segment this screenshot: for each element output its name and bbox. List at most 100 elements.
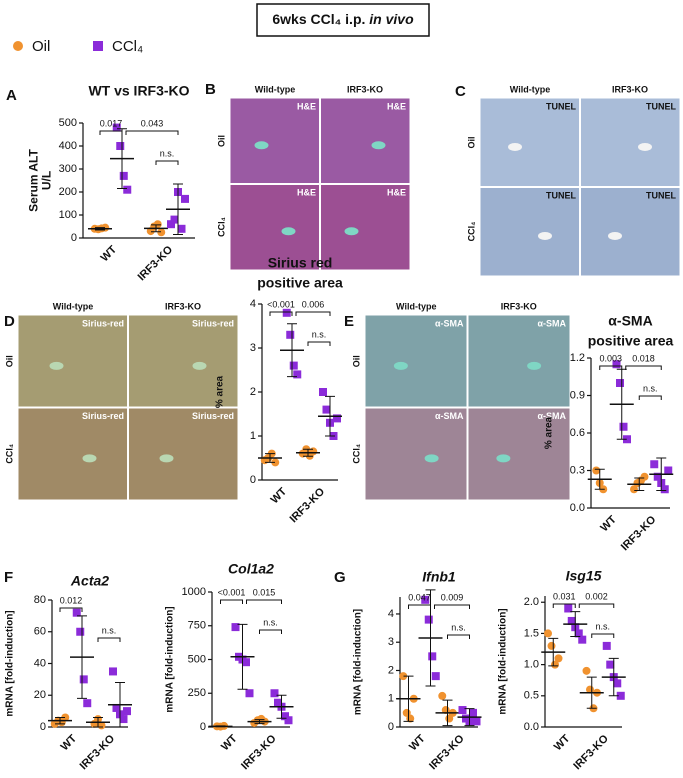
micrograph-label: α-SMA <box>537 411 566 421</box>
x-tick-label: IRF3-KO <box>619 513 659 553</box>
p-value: 0.015 <box>253 587 276 597</box>
y-tick-label: 500 <box>188 653 206 665</box>
data-point <box>619 422 628 431</box>
p-value: 0.043 <box>141 118 164 128</box>
significance-bracket <box>295 311 331 316</box>
header: 6wks CCl₄ i.p. in vivo <box>272 11 414 27</box>
data-point <box>616 379 624 387</box>
data-point <box>83 699 92 708</box>
micrograph-label: H&E <box>297 101 316 111</box>
micrograph <box>365 315 467 407</box>
y-tick-label: 0.6 <box>570 427 585 439</box>
error-bar <box>442 699 453 727</box>
data-point <box>578 635 587 644</box>
data-point <box>181 194 189 203</box>
vessel <box>424 454 439 463</box>
y-tick-label: 400 <box>59 140 77 152</box>
vessel <box>538 231 552 240</box>
vessel <box>527 361 542 370</box>
panel-letter: F <box>4 569 13 586</box>
micrograph <box>128 315 238 407</box>
p-value: <0.001 <box>267 299 295 309</box>
micrograph <box>18 315 128 407</box>
y-tick-label: 0.0 <box>570 502 585 514</box>
data-point <box>319 388 327 396</box>
data-point <box>72 608 81 617</box>
y-axis-label: mRNA [fold-induction] <box>498 608 509 714</box>
data-point <box>116 142 125 150</box>
micrograph-label: α-SMA <box>537 318 566 328</box>
p-value: 0.031 <box>553 591 576 601</box>
error-bar <box>55 716 65 725</box>
error-bar <box>237 623 248 690</box>
vessel <box>508 142 522 151</box>
micrograph <box>230 98 320 184</box>
vessel <box>608 231 622 240</box>
data-point <box>567 616 576 625</box>
row-label: Oil <box>4 355 14 367</box>
micrograph <box>320 184 410 270</box>
column-header: Wild-type <box>396 301 436 311</box>
micrograph <box>580 187 680 276</box>
vessel <box>344 227 359 236</box>
data-point <box>242 658 250 667</box>
error-bar <box>93 716 103 728</box>
y-tick-label: 0 <box>250 474 256 486</box>
significance-bracket <box>269 311 293 316</box>
row-label: Oil <box>216 135 226 147</box>
y-axis-label: Serum ALT <box>27 148 41 211</box>
x-tick-label: IRF3-KO <box>136 243 176 283</box>
x-tick-label: WT <box>99 243 120 264</box>
chart-title: Sirius red <box>268 255 333 271</box>
significance-bracket <box>99 130 123 135</box>
vessel <box>371 141 386 150</box>
error-bar <box>287 323 297 378</box>
p-value: n.s. <box>102 625 117 635</box>
y-tick-label: 0 <box>200 721 206 733</box>
data-point <box>424 615 433 624</box>
significance-bracket <box>155 160 179 165</box>
vessel <box>82 454 97 463</box>
significance-bracket <box>447 634 470 639</box>
data-point <box>582 666 591 675</box>
micrograph-label: Sirius-red <box>82 318 124 328</box>
significance-bracket <box>552 603 576 608</box>
chart-title: α-SMA <box>608 313 652 329</box>
row-label: CCl₄ <box>466 222 476 242</box>
x-tick-label: WT <box>598 513 619 534</box>
error-bar <box>403 675 414 722</box>
data-point <box>602 641 611 650</box>
data-point <box>274 698 282 707</box>
p-value: n.s. <box>643 383 658 393</box>
significance-bracket <box>259 629 282 634</box>
p-value: 0.012 <box>60 595 83 605</box>
p-value: 0.006 <box>302 299 325 309</box>
panel-letter: G <box>334 569 346 586</box>
micrograph <box>580 98 680 187</box>
micrograph <box>18 408 128 500</box>
chart-title: Col1a2 <box>228 561 274 577</box>
micrograph <box>468 315 570 407</box>
data-point <box>270 689 279 698</box>
legend-marker <box>93 41 103 51</box>
y-tick-label: 0.5 <box>524 690 539 702</box>
data-point <box>281 712 289 721</box>
x-tick-label: WT <box>552 732 573 753</box>
error-bar <box>117 128 127 190</box>
header-italic: in vivo <box>369 11 414 27</box>
micrograph-label: Sirius-red <box>192 411 234 421</box>
data-point <box>640 472 649 481</box>
error-bar <box>548 637 559 667</box>
y-tick-label: 3 <box>250 342 256 354</box>
p-value: 0.009 <box>441 592 464 602</box>
panel-letter: A <box>6 87 17 104</box>
micrograph <box>480 187 580 276</box>
data-point <box>286 330 295 339</box>
y-tick-label: 20 <box>34 689 46 701</box>
row-label: CCl₄ <box>216 217 226 237</box>
error-bar <box>634 477 645 491</box>
micrograph <box>480 98 580 187</box>
y-tick-label: 250 <box>188 687 206 699</box>
micrograph-label: H&E <box>297 187 316 197</box>
y-tick-label: 0 <box>388 721 394 733</box>
